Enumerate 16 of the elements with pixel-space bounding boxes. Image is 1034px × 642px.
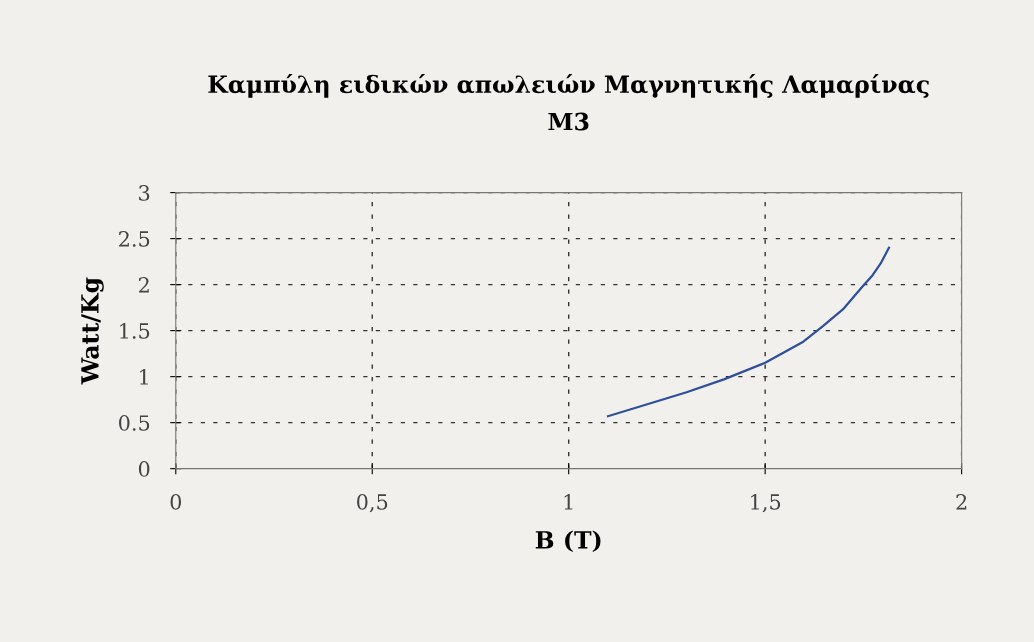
line-series [606, 246, 891, 418]
x-tick-label: 0 [170, 494, 182, 510]
x-tick-label: 0,5 [357, 494, 388, 513]
x-axis-title: B (T) [535, 530, 601, 553]
y-tick-label: 0 [138, 461, 150, 477]
y-tick-label: 2 [138, 277, 149, 293]
y-axis-title: Watt/Kg [81, 277, 104, 385]
y-tick-label: 1.5 [120, 323, 150, 339]
x-tick-label: 1 [564, 494, 573, 510]
x-tick-label: 1,5 [751, 494, 781, 513]
y-tick-label: 2.5 [119, 231, 150, 247]
x-tick-label: 2 [956, 494, 967, 510]
y-tick-label: 3 [139, 185, 150, 201]
y-tick-label: 1 [140, 369, 148, 385]
chart-title: Καμπύλη ειδικών απωλειών Μαγνητικής Λαμαρίνας M3 [208, 73, 929, 131]
y-tick-label: 0.5 [119, 415, 150, 431]
